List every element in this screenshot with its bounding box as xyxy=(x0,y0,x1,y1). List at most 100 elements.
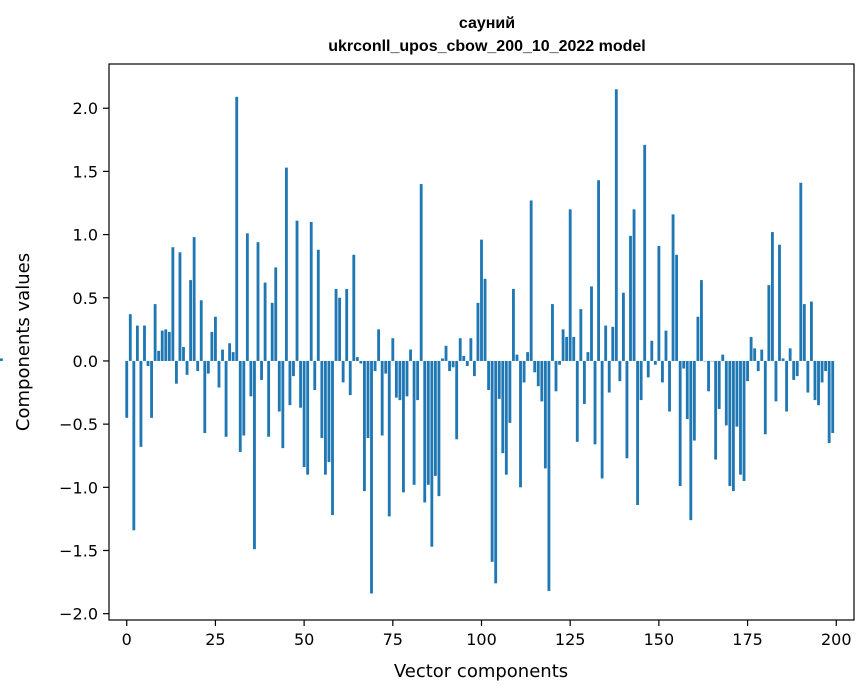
bar-132 xyxy=(593,360,597,445)
bar-73 xyxy=(384,360,388,374)
bar-46 xyxy=(288,360,292,406)
bar-94 xyxy=(458,338,462,361)
bar-5 xyxy=(143,325,146,361)
bar-182 xyxy=(770,232,774,361)
bar-62 xyxy=(345,288,349,361)
bar-78 xyxy=(402,360,405,493)
x-axis-ticks: 0 25 50 75 100 125 150 175 200 xyxy=(122,620,852,649)
bar-63 xyxy=(348,360,352,396)
bar-184 xyxy=(778,244,781,361)
bar-39 xyxy=(263,282,267,361)
bar-16 xyxy=(182,347,185,361)
bar-40 xyxy=(267,360,271,437)
bar-36 xyxy=(253,360,256,550)
bar-173 xyxy=(739,360,742,475)
y-axis-ticks: −2.0 −1.5 −1.0 −0.5 0.0 0.5 1.0 1.5 2.0 xyxy=(59,99,109,624)
bar-99 xyxy=(476,302,480,361)
bar-130 xyxy=(586,352,590,361)
bar-138 xyxy=(614,89,618,361)
bar-52 xyxy=(309,221,313,361)
bar-177 xyxy=(753,348,757,361)
bar-30 xyxy=(231,352,235,361)
bar-71 xyxy=(377,329,381,361)
bar-43 xyxy=(277,360,281,412)
bar-141 xyxy=(625,360,629,459)
bar-48 xyxy=(295,220,299,361)
bar-109 xyxy=(512,288,515,361)
bar-83 xyxy=(419,184,423,361)
x-tick-label: 175 xyxy=(732,630,763,649)
bar-164 xyxy=(707,360,710,392)
bar-116 xyxy=(536,360,540,387)
bar-192 xyxy=(806,360,810,393)
plot-frame xyxy=(108,63,855,621)
bar-53 xyxy=(313,360,317,391)
bar-108 xyxy=(508,360,512,423)
bar-111 xyxy=(519,360,522,488)
bar-88 xyxy=(437,360,441,497)
bar-11 xyxy=(164,329,168,361)
y-tick-label: 0.5 xyxy=(73,289,98,308)
bar-97 xyxy=(469,338,473,361)
bar-107 xyxy=(504,360,508,475)
bar-153 xyxy=(668,360,671,412)
bar-157 xyxy=(682,360,686,369)
bar-42 xyxy=(274,267,278,361)
bar-194 xyxy=(813,360,817,401)
x-axis-label: Vector components xyxy=(394,661,568,682)
bar-51 xyxy=(306,360,310,475)
bar-134 xyxy=(600,360,604,479)
bar-198 xyxy=(827,360,831,444)
bar-37 xyxy=(256,242,260,361)
bar-154 xyxy=(671,214,675,361)
bar-101 xyxy=(483,278,487,361)
bar-24 xyxy=(210,331,214,361)
bar-26 xyxy=(217,360,221,388)
bar-79 xyxy=(405,360,409,397)
bar-119 xyxy=(547,360,551,591)
y-tick-label: 1.5 xyxy=(73,162,98,181)
bar-64 xyxy=(352,254,356,361)
x-tick-label: 150 xyxy=(644,630,675,649)
bar-110 xyxy=(515,354,519,361)
bar-133 xyxy=(597,180,600,361)
bar-17 xyxy=(185,360,189,375)
bar-10 xyxy=(160,330,164,361)
bar-162 xyxy=(700,280,703,361)
bar-139 xyxy=(618,360,622,382)
bar-146 xyxy=(643,144,647,361)
bar-84 xyxy=(423,360,427,503)
bar-55 xyxy=(320,360,324,439)
bar-38 xyxy=(260,360,263,380)
bar-76 xyxy=(394,360,398,398)
bar-168 xyxy=(721,354,725,361)
bar-41 xyxy=(270,302,274,361)
bar-33 xyxy=(242,360,246,436)
bar-121 xyxy=(554,360,558,392)
bar-77 xyxy=(398,360,402,401)
bar-190 xyxy=(799,182,803,361)
y-tick-label: −0.5 xyxy=(59,415,98,434)
bars-group xyxy=(0,89,835,594)
bar-59 xyxy=(334,288,338,361)
bar-115 xyxy=(533,360,537,373)
bar-167 xyxy=(717,360,721,409)
bar-123 xyxy=(561,329,565,361)
bar-159 xyxy=(689,360,693,521)
bar-196 xyxy=(820,360,824,383)
bar-120 xyxy=(551,304,554,361)
bar-22 xyxy=(203,360,207,433)
bar-181 xyxy=(767,285,771,361)
bar-100 xyxy=(480,239,483,361)
bar-15 xyxy=(178,252,182,361)
bar-117 xyxy=(540,360,544,402)
x-tick-label: 125 xyxy=(555,630,586,649)
bar-189 xyxy=(795,360,799,377)
bar-187 xyxy=(788,348,792,361)
bar-122 xyxy=(558,360,561,365)
bar-undefined xyxy=(0,358,3,361)
bar-174 xyxy=(742,360,746,481)
bar-95 xyxy=(462,355,466,361)
bar-147 xyxy=(646,360,650,378)
